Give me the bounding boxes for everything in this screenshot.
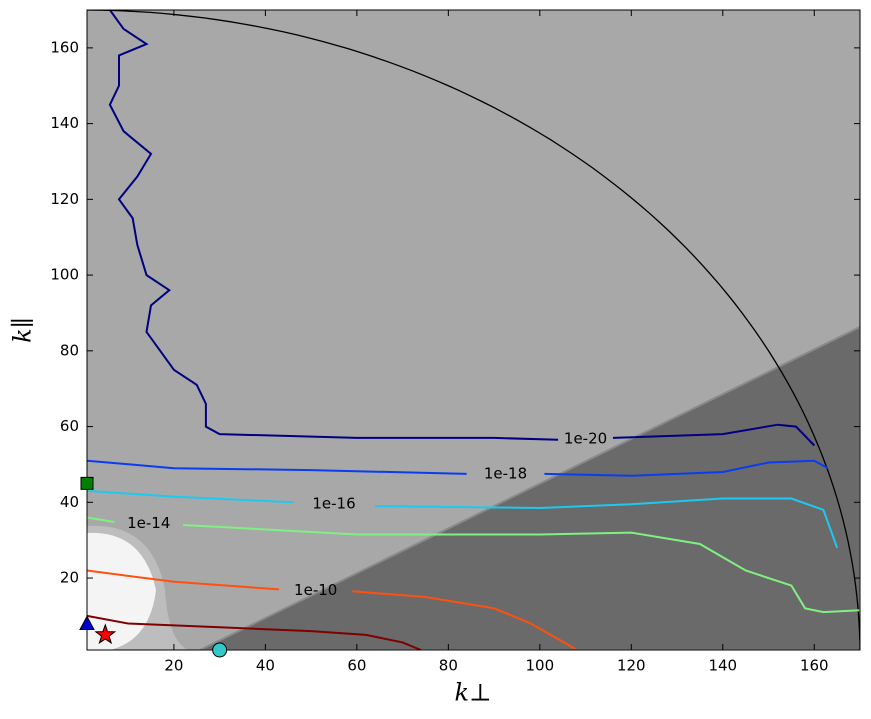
plot-frame [86,9,861,651]
y-tick-label: 140 [50,114,79,132]
x-tick-label: 80 [439,657,458,675]
contour-label: 1e-14 [127,514,170,532]
white-region [87,532,156,650]
y-tick-label: 20 [60,569,79,587]
y-tick-label: 100 [50,266,79,284]
y-tick-label: 120 [50,190,79,208]
x-axis-label: k⊥ [454,679,491,707]
y-tick-label: 60 [60,417,79,435]
marker [79,615,95,630]
contour-line [108,10,816,447]
contour-label: 1e-20 [564,429,607,447]
contour-line [87,569,577,650]
x-tick-label: 100 [526,657,555,675]
contour-line [87,516,860,614]
y-tick-label: 80 [60,341,79,359]
contour-label: 1e-16 [312,495,355,513]
y-tick-label: 40 [60,493,79,511]
contour-label: 1e-10 [294,581,337,599]
x-tick-label: 20 [164,657,183,675]
y-axis-label: k∥ [9,317,37,343]
marker [94,623,117,645]
y-tick-label: 160 [50,38,79,56]
boundary-arc [87,10,860,650]
x-tick-label: 60 [347,657,366,675]
x-tick-label: 120 [617,657,646,675]
contour-line [87,489,839,549]
dark-region [199,325,860,650]
marker [80,476,94,490]
contour-label: 1e-18 [484,464,527,482]
contour-line [87,614,422,650]
x-tick-label: 40 [256,657,275,675]
marker [212,642,228,658]
x-tick-label: 140 [708,657,737,675]
regions [87,10,860,650]
x-tick-label: 160 [800,657,829,675]
contour-line [87,459,829,477]
plot: 1e-20 1e-18 1e-16 1e-14 1e-10 [87,10,860,650]
